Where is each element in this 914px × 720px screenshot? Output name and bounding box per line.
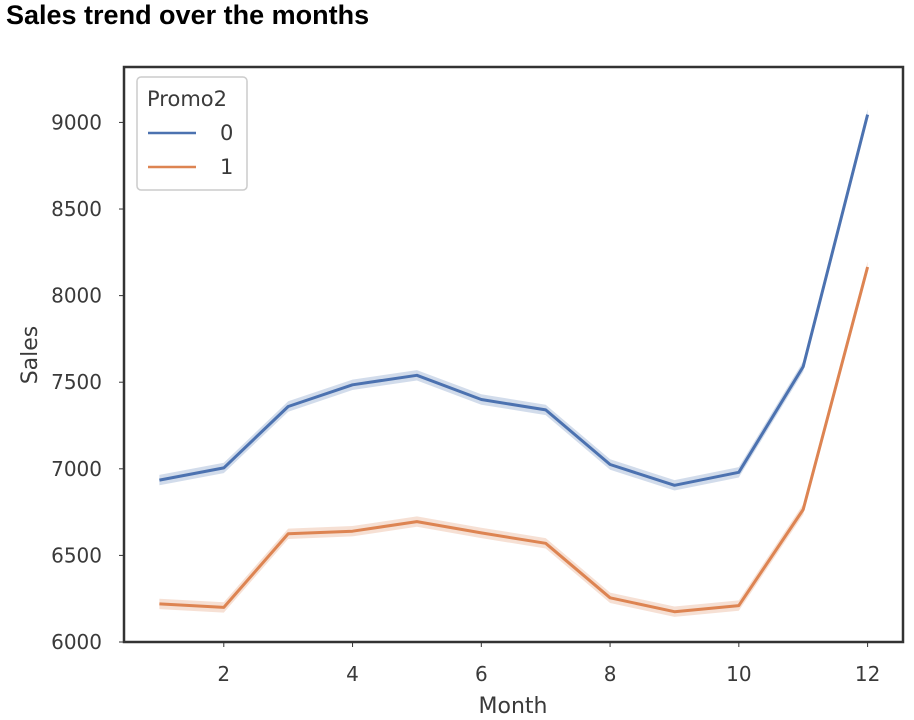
x-tick-label: 12 xyxy=(855,662,880,686)
series-0-point xyxy=(415,374,418,377)
y-tick-label: 6000 xyxy=(51,630,102,654)
y-tick-label: 7000 xyxy=(51,457,102,481)
series-0-point xyxy=(609,463,612,466)
series-0-band xyxy=(159,109,868,491)
series-1-point xyxy=(737,604,740,607)
confidence-bands xyxy=(159,109,868,617)
series-1-line xyxy=(159,266,870,614)
x-axis-label: Month xyxy=(479,694,548,719)
x-tick-label: 4 xyxy=(346,662,359,686)
series-1-band xyxy=(159,261,868,617)
x-tick-label: 6 xyxy=(475,662,488,686)
y-tick-label: 8000 xyxy=(51,284,102,308)
chart-title: Sales trend over the months xyxy=(6,0,370,30)
series-0-point xyxy=(673,484,676,487)
series-0-point xyxy=(737,471,740,474)
series-0-point xyxy=(802,365,805,368)
series-1-point xyxy=(609,596,612,599)
series-0-point xyxy=(287,405,290,408)
series-0-point xyxy=(480,398,483,401)
y-tick-label: 8500 xyxy=(51,197,102,221)
series-lines xyxy=(158,113,870,614)
legend-label-0: 0 xyxy=(220,121,233,145)
y-tick-label: 9000 xyxy=(51,110,102,134)
series-1-point xyxy=(673,610,676,613)
y-tick-label: 6500 xyxy=(51,543,102,567)
series-1-point xyxy=(802,508,805,511)
series-0-point xyxy=(158,479,161,482)
series-0-point xyxy=(351,383,354,386)
legend-title: Promo2 xyxy=(147,87,227,111)
x-tick-label: 8 xyxy=(604,662,617,686)
x-axis-ticks: 2 4 6 8 10 12 xyxy=(217,642,880,686)
x-tick-label: 2 xyxy=(217,662,230,686)
legend: Promo2 0 1 xyxy=(136,76,248,191)
series-0-point xyxy=(544,408,547,411)
series-1-point xyxy=(866,266,869,269)
legend-label-1: 1 xyxy=(220,155,233,179)
y-tick-label: 7500 xyxy=(51,370,102,394)
plot-frame xyxy=(122,65,905,644)
series-1-point xyxy=(415,520,418,523)
y-axis-label: Sales xyxy=(18,326,43,385)
series-1-point xyxy=(222,606,225,609)
x-tick-label: 10 xyxy=(726,662,751,686)
series-1-point xyxy=(544,542,547,545)
series-0-point xyxy=(866,113,869,116)
series-1-point xyxy=(158,602,161,605)
series-0-point xyxy=(222,466,225,469)
series-1-point xyxy=(351,530,354,533)
series-1-point xyxy=(287,532,290,535)
series-0-line xyxy=(159,114,870,487)
series-1-point xyxy=(480,531,483,534)
y-axis-ticks: 6000 6500 7000 7500 8000 8500 9000 xyxy=(51,110,124,654)
